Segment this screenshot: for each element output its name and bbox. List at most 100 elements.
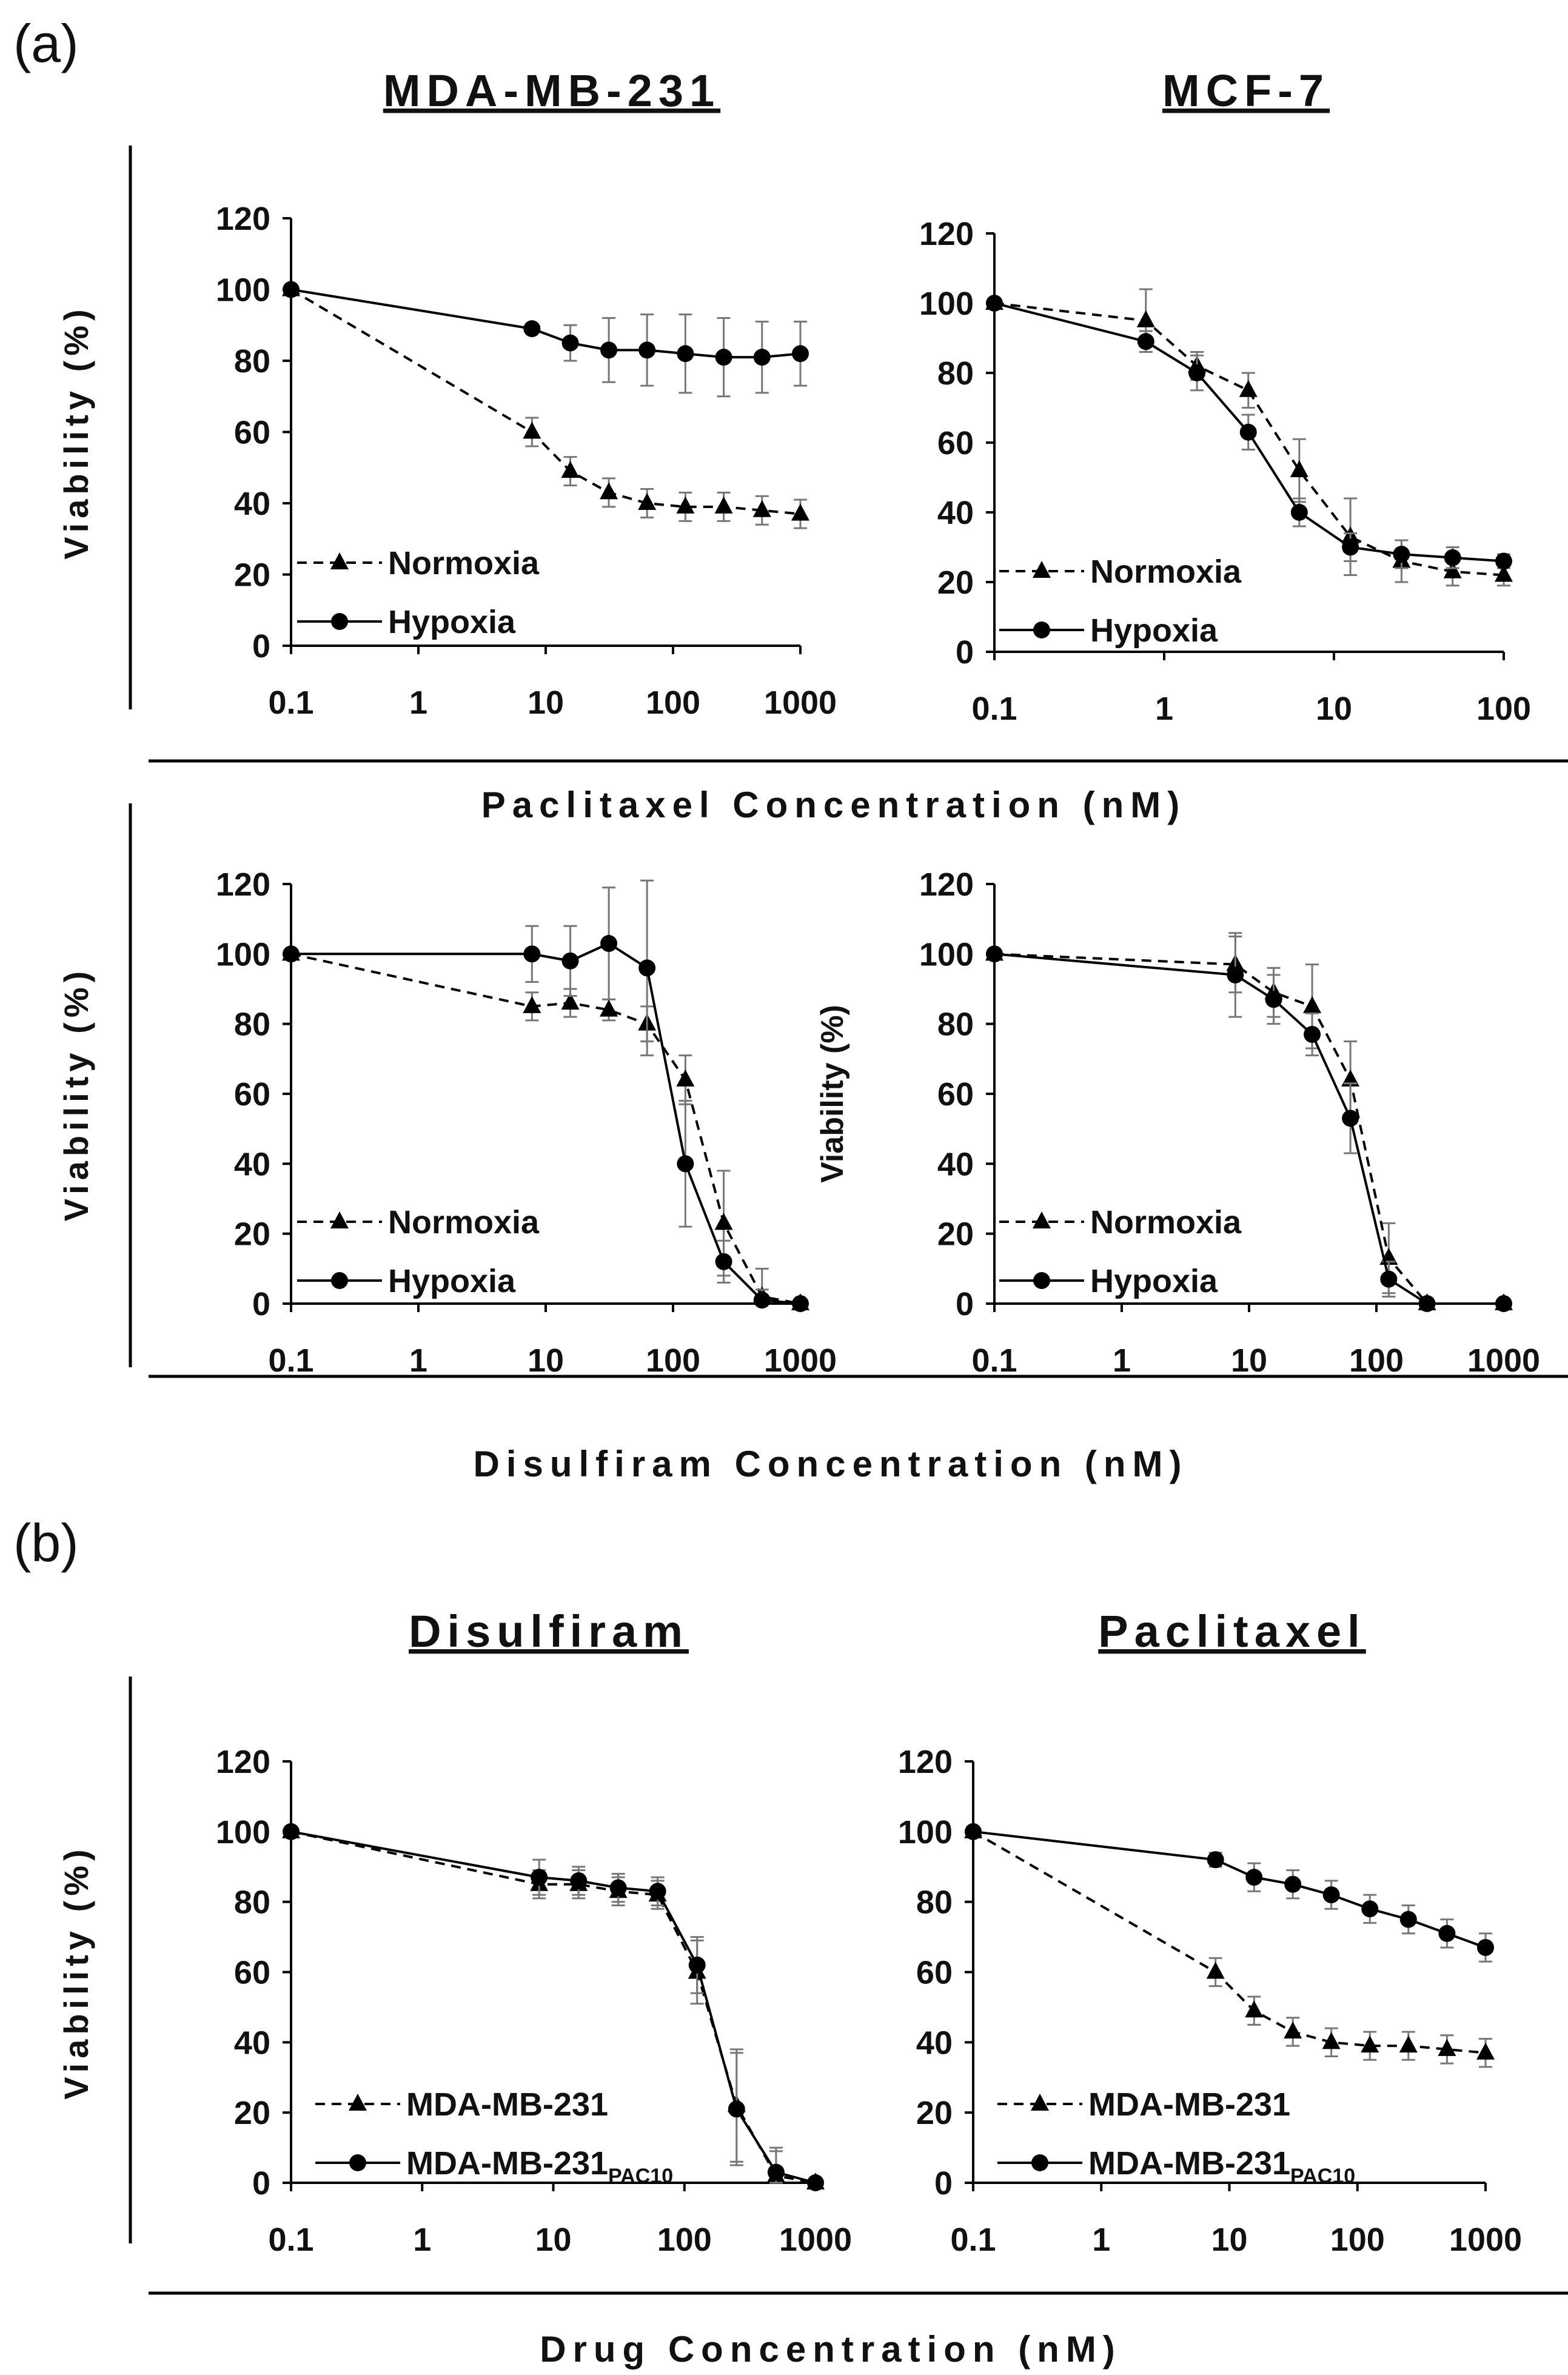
circle-marker: [1137, 333, 1154, 350]
triangle-marker: [1443, 561, 1462, 578]
x-tick-label: 0.1: [950, 2222, 996, 2258]
legend-entry: Hypoxia: [297, 1263, 516, 1299]
legend-triangle-marker: [349, 2094, 367, 2111]
legend-label: MDA-MB-231: [1088, 2086, 1290, 2123]
legend-label: Hypoxia: [388, 604, 516, 640]
xlabel-drug: Drug Concentration (nM): [540, 2329, 1122, 2370]
title-disulfiram: Disulfiram: [409, 1606, 689, 1656]
y-tick-label: 80: [937, 1007, 974, 1043]
series-line: [994, 302, 1504, 577]
series-triangle: [282, 943, 809, 1310]
circle-marker: [1245, 1869, 1263, 1886]
x-tick-label: 0.1: [268, 2222, 313, 2258]
y-tick-label: 40: [234, 1146, 270, 1182]
legend-label-subscript: PAC10: [1290, 2165, 1355, 2188]
y-tick-label: 120: [919, 216, 974, 252]
circle-marker: [1207, 1851, 1224, 1869]
y-tick-label: 20: [937, 564, 974, 601]
x-tick-label: 10: [528, 685, 564, 721]
y-tick-label: 100: [919, 936, 974, 973]
legend-label: Normoxia: [1090, 554, 1242, 590]
title-paclitaxel: Paclitaxel: [1098, 1606, 1365, 1656]
x-tick-label: 1: [413, 2222, 431, 2258]
circle-marker: [715, 349, 732, 366]
circle-marker: [767, 2163, 785, 2181]
circle-marker: [531, 1869, 548, 1886]
circle-marker: [753, 1291, 771, 1309]
circle-marker: [283, 945, 300, 963]
circle-marker: [1342, 538, 1359, 556]
y-tick-label: 60: [234, 1076, 270, 1113]
circle-marker: [1239, 423, 1257, 441]
circle-marker: [807, 2174, 824, 2191]
legend-label: MDA-MB-231PAC10: [1088, 2145, 1355, 2188]
y-axis-label: Viability (%): [815, 1005, 850, 1183]
circle-marker: [688, 1956, 706, 1974]
panel-label-b: (b): [13, 1513, 79, 1573]
triangle-marker: [1284, 2021, 1302, 2038]
y-tick-label: 120: [919, 866, 974, 903]
y-axis-label: Viability (%): [57, 1844, 95, 2099]
circle-marker: [638, 959, 656, 977]
y-tick-label: 60: [937, 425, 974, 461]
series-circle: [986, 932, 1512, 1312]
legend-triangle-marker: [1033, 1211, 1051, 1228]
y-tick-label: 100: [898, 1814, 953, 1851]
y-tick-label: 0: [956, 634, 974, 671]
circle-marker: [561, 952, 579, 970]
triangle-marker: [1341, 1069, 1360, 1087]
chart-paclitaxel-resistance: 0 20 40 60 80 100 120 0.1 1 10 100 1000 MDA-MB-231 MD…: [898, 1744, 1522, 2258]
legend-entry: MDA-MB-231PAC10: [997, 2145, 1355, 2188]
triangle-marker: [561, 993, 580, 1010]
xlabel-disulfiram: Disulfiram Concentration (nM): [473, 1444, 1188, 1484]
circle-marker: [1265, 991, 1282, 1008]
legend-label: Normoxia: [1090, 1204, 1242, 1241]
circle-marker: [753, 349, 771, 366]
y-tick-label: 100: [216, 936, 270, 973]
series-line: [290, 1830, 816, 2184]
legend-label: MDA-MB-231: [406, 2086, 608, 2123]
chart-disulfiram-resistance: 0 20 40 60 80 100 120 0.1 1 10 100 1000 Viability (%…: [57, 1744, 852, 2258]
x-tick-label: 0.1: [971, 1342, 1017, 1379]
y-tick-label: 60: [937, 1076, 974, 1113]
y-tick-label: 20: [234, 2095, 270, 2131]
triangle-marker: [600, 482, 618, 500]
legend-entry: Hypoxia: [999, 1263, 1218, 1299]
x-tick-label: 1: [409, 1342, 427, 1379]
x-tick-label: 1: [1092, 2222, 1110, 2258]
legend-entry: Hypoxia: [999, 612, 1218, 649]
y-tick-label: 0: [252, 628, 270, 665]
circle-marker: [283, 1823, 300, 1840]
triangle-marker: [1476, 2042, 1495, 2060]
x-tick-label: 100: [1349, 1342, 1404, 1379]
y-tick-label: 0: [252, 1286, 270, 1322]
y-axis-label: Viability (%): [57, 966, 95, 1221]
x-tick-label: 1000: [1467, 1342, 1540, 1379]
x-tick-label: 1000: [779, 2222, 852, 2258]
legend-circle-marker: [1031, 2154, 1048, 2171]
circle-marker: [792, 345, 809, 363]
series-circle: [965, 1823, 1494, 1963]
chart-mda-mb-231-paclitaxel: 0 20 40 60 80 100 120 0.1 1 10 100 1000 Viability (%…: [57, 201, 837, 721]
triangle-marker: [676, 496, 695, 514]
triangle-marker: [600, 999, 618, 1017]
y-tick-label: 40: [234, 2025, 270, 2061]
y-tick-label: 120: [216, 201, 270, 237]
legend-triangle-marker: [1031, 2094, 1049, 2111]
series-triangle: [282, 279, 809, 529]
legend-triangle-marker: [330, 552, 349, 569]
x-tick-label: 10: [1231, 1342, 1267, 1379]
triangle-marker: [1245, 2000, 1264, 2018]
y-tick-label: 20: [234, 1216, 270, 1253]
x-tick-label: 1: [1113, 1342, 1131, 1379]
y-tick-label: 0: [956, 1286, 974, 1322]
triangle-marker: [1239, 380, 1258, 397]
legend-label: MDA-MB-231PAC10: [406, 2145, 673, 2188]
y-tick-label: 80: [937, 355, 974, 392]
y-tick-label: 120: [216, 1744, 270, 1780]
triangle-marker: [1322, 2032, 1341, 2049]
circle-marker: [1380, 1270, 1398, 1288]
circle-marker: [1322, 1886, 1340, 1904]
chart-mcf-7-paclitaxel: 0 20 40 60 80 100 120 0.1 1 10 100 Normoxia Hypoxia: [919, 216, 1531, 727]
legend-label: Hypoxia: [388, 1263, 516, 1299]
